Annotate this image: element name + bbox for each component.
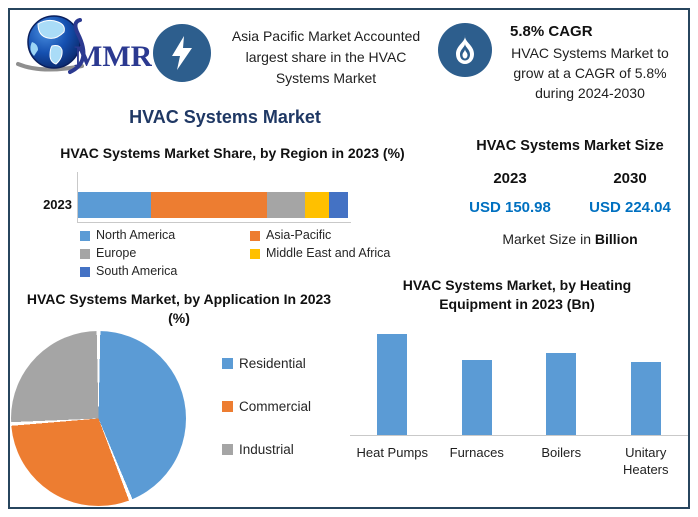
application-pie: [11, 331, 186, 506]
heating-chart-title: HVAC Systems Market, by Heating Equipmen…: [402, 277, 632, 312]
legend-item-commercial: Commercial: [222, 399, 311, 414]
region-chart-y-axis: [77, 172, 78, 223]
market-size-caption-prefix: Market Size in: [502, 231, 595, 247]
legend-label-north-america: North America: [96, 228, 176, 242]
heating-label-unitary-heaters: Unitary Heaters: [622, 445, 669, 477]
heating-bar-boilers: [546, 353, 577, 435]
market-size-title: HVAC Systems Market Size: [476, 138, 664, 154]
legend-swatch-commercial: [222, 401, 233, 412]
legend-label-commercial: Commercial: [239, 399, 312, 414]
legend-swatch-south-america: [80, 266, 90, 277]
legend-swatch-asia-pacific: [250, 230, 260, 241]
region-segment-europe: [266, 192, 305, 218]
lightning-badge: [153, 24, 211, 82]
application-chart-title: HVAC Systems Market, by Application In 2…: [26, 291, 332, 326]
heating-label-heat-pumps: Heat Pumps: [356, 445, 429, 460]
heating-label-furnaces: Furnaces: [449, 445, 504, 460]
legend-label-south-america: South America: [96, 264, 178, 278]
legend-item-north-america: North America: [80, 228, 250, 243]
heating-bar-slot-heat-pumps: [350, 334, 435, 435]
highlight-asia-text: Asia Pacific Market Accounted largest sh…: [231, 28, 421, 86]
heating-bar-slot-unitary-heaters: [604, 362, 689, 435]
market-size-caption-unit: Billion: [594, 231, 638, 247]
legend-item-industrial: Industrial: [222, 442, 311, 457]
legend-label-middle-east-and-africa: Middle East and Africa: [266, 246, 391, 260]
region-stacked-bar: [78, 192, 348, 218]
logo-text: MMR: [74, 40, 152, 73]
legend-swatch-residential: [222, 358, 233, 369]
market-size-caption: Market Size in Billion: [455, 231, 685, 247]
region-legend: North America Asia-Pacific Europe Middle Ea…: [80, 228, 390, 279]
legend-item-middle-east-and-africa: Middle East and Africa: [250, 246, 390, 261]
outer-border: [8, 8, 690, 509]
market-size-values: USD 150.98 USD 224.04: [450, 199, 690, 216]
legend-item-south-america: South America: [80, 264, 250, 279]
legend-label-industrial: Industrial: [239, 442, 294, 457]
market-size-years: 2023 2030: [450, 170, 690, 187]
heating-bar-furnaces: [461, 360, 492, 435]
legend-swatch-europe: [80, 248, 90, 259]
region-chart-x-axis: [77, 222, 351, 223]
legend-item-residential: Residential: [222, 356, 311, 371]
region-chart-category-label: 2023: [43, 197, 72, 212]
legend-item-asia-pacific: Asia-Pacific: [250, 228, 390, 243]
page-title: HVAC Systems Market: [129, 107, 321, 127]
flame-icon: [456, 35, 474, 64]
market-size-value-2023: USD 150.98: [469, 199, 551, 216]
heating-bar-unitary-heaters: [630, 362, 661, 435]
cagr-headline: 5.8% CAGR: [510, 23, 593, 40]
heating-category-labels: Heat Pumps Furnaces Boilers Unitary Heaters: [350, 444, 688, 478]
region-chart-title: HVAC Systems Market Share, by Region in …: [60, 145, 405, 161]
globe-icon: [16, 15, 86, 74]
heating-label-boilers: Boilers: [541, 445, 582, 460]
heating-bar-plot: [350, 320, 688, 436]
region-segment-middle-east-and-africa: [304, 192, 330, 218]
region-segment-asia-pacific: [150, 192, 267, 218]
application-legend: Residential Commercial Industrial: [222, 356, 311, 457]
heating-bar-slot-boilers: [519, 353, 604, 435]
heating-bar-heat-pumps: [377, 334, 408, 435]
legend-swatch-industrial: [222, 444, 233, 455]
market-size-value-2030: USD 224.04: [589, 199, 671, 216]
legend-item-europe: Europe: [80, 246, 250, 261]
legend-swatch-middle-east-and-africa: [250, 248, 260, 259]
flame-badge: [438, 23, 492, 77]
region-segment-north-america: [78, 192, 151, 218]
market-size-year-2030: 2030: [613, 170, 647, 187]
legend-swatch-north-america: [80, 230, 90, 241]
legend-label-europe: Europe: [96, 246, 137, 260]
highlight-cagr: 5.8% CAGR HVAC Systems Market to grow at…: [500, 22, 680, 103]
market-size-year-2023: 2023: [493, 170, 527, 187]
region-segment-south-america: [329, 192, 348, 218]
cagr-text: HVAC Systems Market to grow at a CAGR of…: [511, 45, 669, 101]
mmr-logo: MMR: [16, 15, 152, 74]
heating-bar-slot-furnaces: [435, 360, 520, 435]
legend-label-asia-pacific: Asia-Pacific: [266, 228, 332, 242]
lightning-bolt-icon: [172, 36, 192, 70]
legend-label-residential: Residential: [239, 356, 306, 371]
